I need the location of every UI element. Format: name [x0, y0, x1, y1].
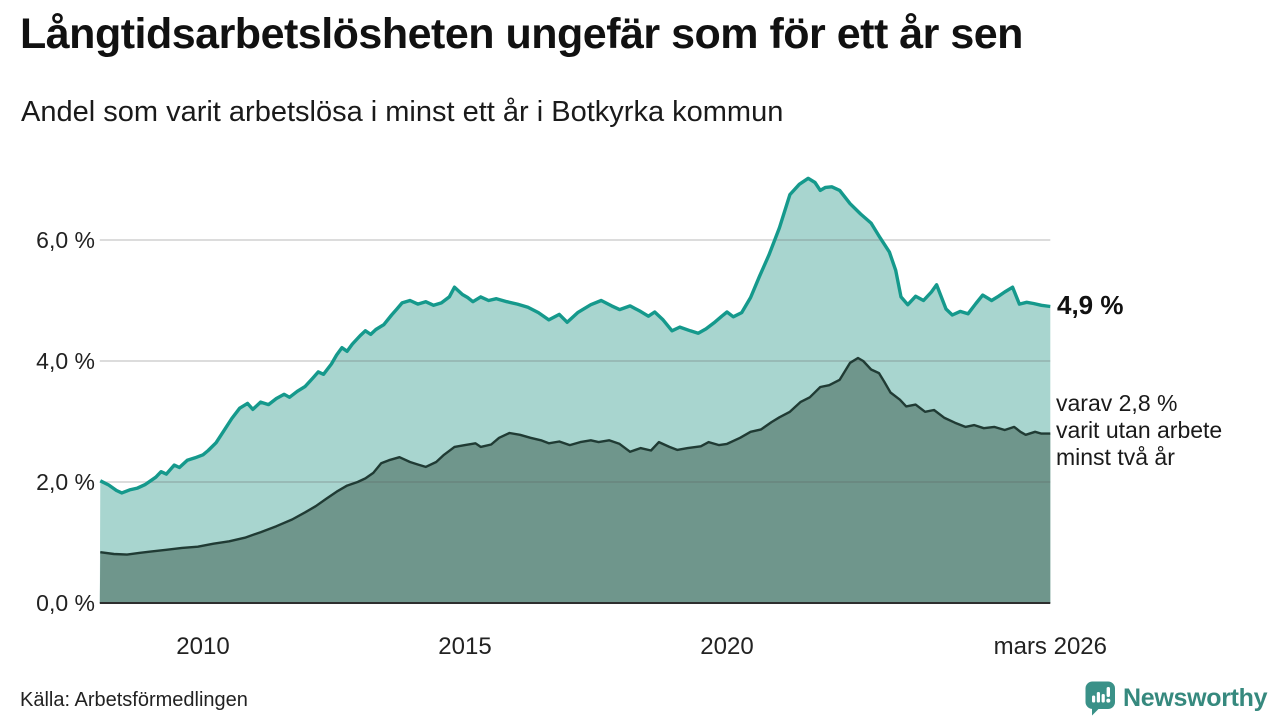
x-axis-tick-label: 2010: [176, 633, 230, 660]
x-axis-tick-label: 2020: [700, 633, 754, 660]
y-axis-tick-label: 0,0 %: [36, 590, 95, 616]
y-axis-tick-label: 4,0 %: [36, 348, 95, 374]
newsworthy-logo[interactable]: Newsworthy: [1085, 681, 1268, 716]
latest-value-label: 4,9 %: [1057, 290, 1124, 320]
secondary-value-label: varav 2,8 % varit utan arbete minst två …: [1056, 390, 1222, 471]
y-axis-tick-label: 2,0 %: [36, 469, 95, 495]
series-line-two-years: [100, 356, 1051, 556]
page-subtitle: Andel som varit arbetslösa i minst ett å…: [21, 96, 784, 128]
newsworthy-logo-text: Newsworthy: [1123, 684, 1268, 712]
x-axis-tick-label: mars 2026: [993, 633, 1107, 660]
page-title: Långtidsarbetslösheten ungefär som för e…: [20, 10, 1023, 58]
secondary-value-line: varav 2,8 %: [1056, 390, 1178, 416]
secondary-value-line: varit utan arbete: [1056, 417, 1223, 443]
source-attribution: Källa: Arbetsförmedlingen: [20, 689, 248, 711]
x-axis-tick-label: 2015: [438, 633, 492, 660]
y-axis-tick-label: 6,0 %: [36, 227, 95, 253]
series-line-total: [99, 176, 1051, 495]
secondary-value-line: minst två år: [1056, 444, 1175, 470]
newsworthy-logo-icon: [1085, 681, 1116, 716]
area-fill-two-years: [99, 358, 1051, 603]
